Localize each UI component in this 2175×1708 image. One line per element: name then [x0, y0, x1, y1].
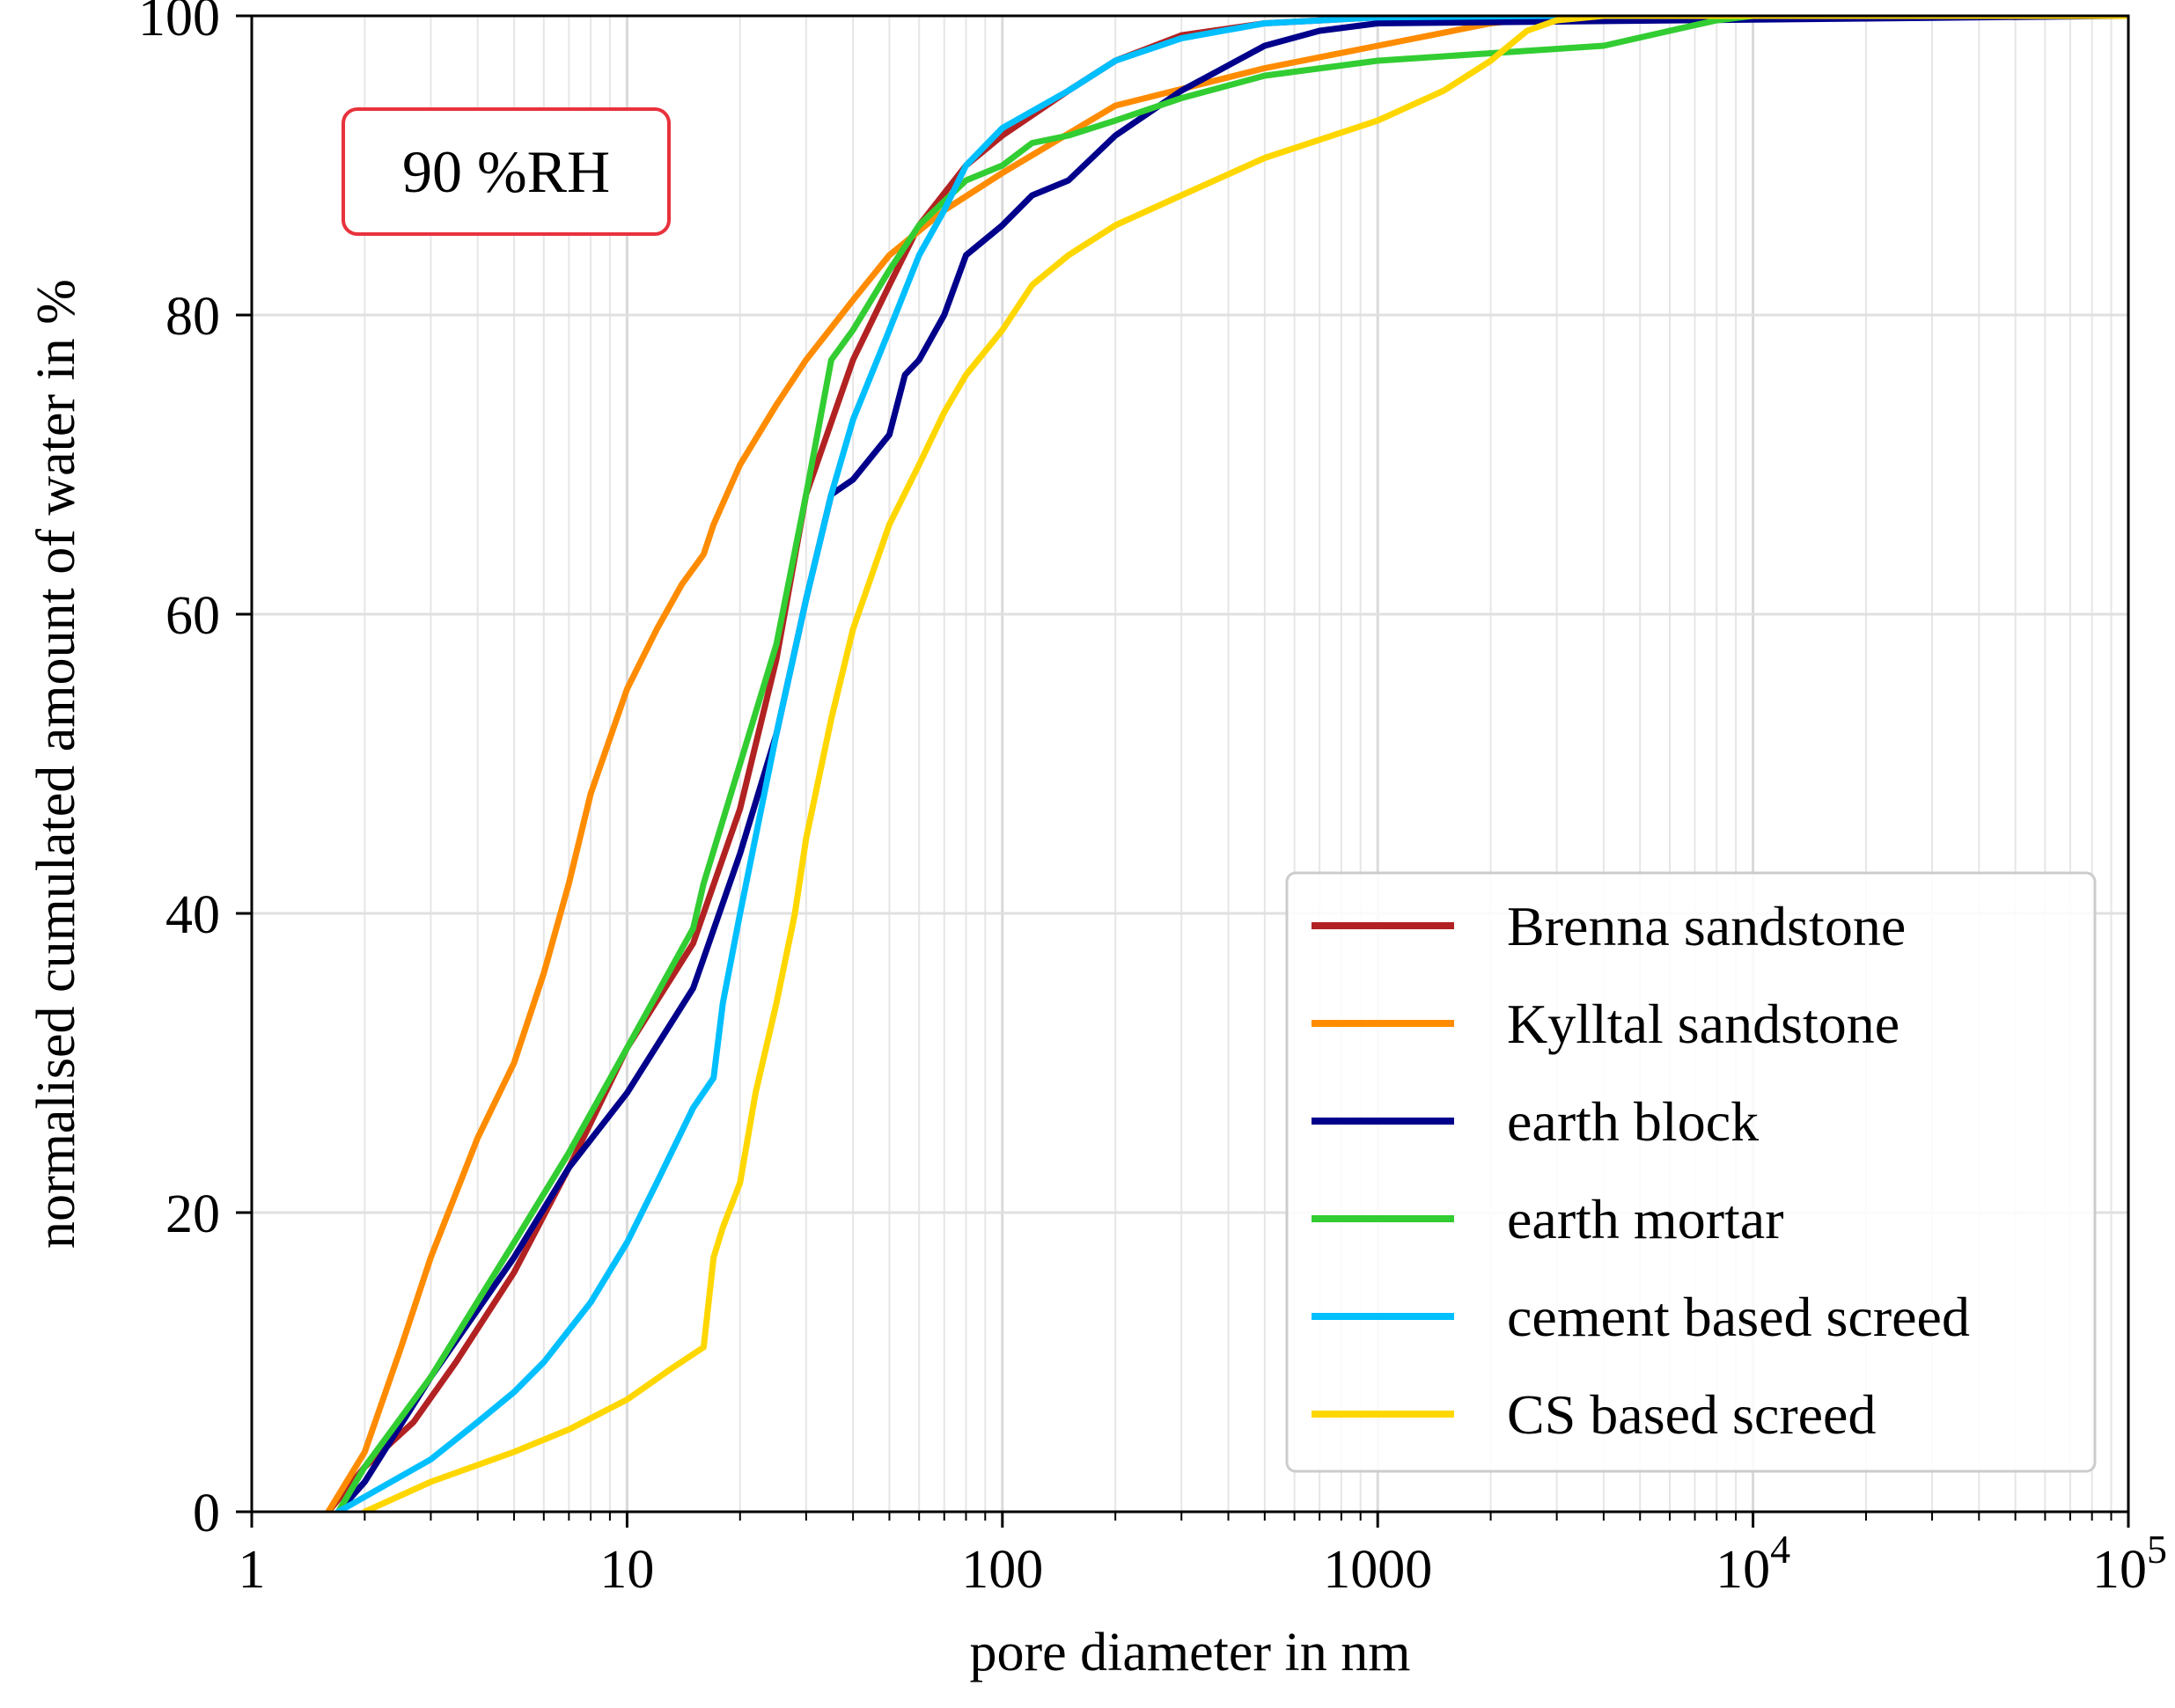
y-tick-label: 60	[165, 586, 220, 646]
rh-annotation: 90 %RH	[342, 107, 671, 236]
y-tick-labels: 0 20 40 60 80 100	[138, 0, 220, 1543]
y-axis-title: normalised cumulated amount of water in …	[26, 279, 86, 1249]
y-tick-label: 40	[165, 885, 220, 945]
legend-label-earth-block: earth block	[1507, 1090, 1759, 1153]
ticks-layer	[236, 14, 2130, 1528]
series-line-cement-based-screed	[334, 16, 2128, 1512]
series-layer	[325, 16, 2128, 1512]
rh-annotation-box	[342, 107, 671, 236]
legend-label-kylltal-sandstone: Kylltal sandstone	[1507, 993, 1899, 1055]
legend-label-cs-based-screed: CS based screed	[1507, 1383, 1876, 1446]
x-tick-exponent: 4	[1770, 1527, 1790, 1572]
x-tick-label: 1000	[1323, 1540, 1432, 1600]
x-tick-label: 100	[961, 1540, 1043, 1600]
x-tick-label: 1	[239, 1540, 266, 1600]
x-tick-label: 105	[2092, 1527, 2167, 1600]
legend-label-brenna-sandstone: Brenna sandstone	[1507, 895, 1906, 957]
y-tick-label: 80	[165, 287, 220, 347]
rh-annotation-text: 90 %RH	[402, 138, 610, 205]
plot-frame	[250, 14, 2130, 1514]
series-line-earth-mortar	[334, 16, 2128, 1512]
series-line-kylltal-sandstone	[325, 16, 2128, 1512]
y-tick-label: 0	[193, 1484, 220, 1543]
y-tick-label: 20	[165, 1184, 220, 1244]
legend-label-cement-based-screed: cement based screed	[1507, 1286, 1970, 1348]
x-tick-label: 10	[599, 1540, 654, 1600]
x-tick-labels: 1 10 100 1000 104 105	[239, 1527, 2168, 1600]
y-tick-label: 100	[138, 0, 220, 48]
x-axis-title: pore diameter in nm	[970, 1623, 1411, 1682]
legend-frame	[1285, 871, 2097, 1473]
x-tick-exponent: 5	[2147, 1527, 2167, 1572]
x-tick-label: 104	[1716, 1527, 1790, 1600]
legend-label-earth-mortar: earth mortar	[1507, 1188, 1784, 1250]
legend: Brenna sandstone Kylltal sandstone earth b…	[1285, 871, 2097, 1473]
series-line-cs-based-screed	[361, 16, 2128, 1512]
